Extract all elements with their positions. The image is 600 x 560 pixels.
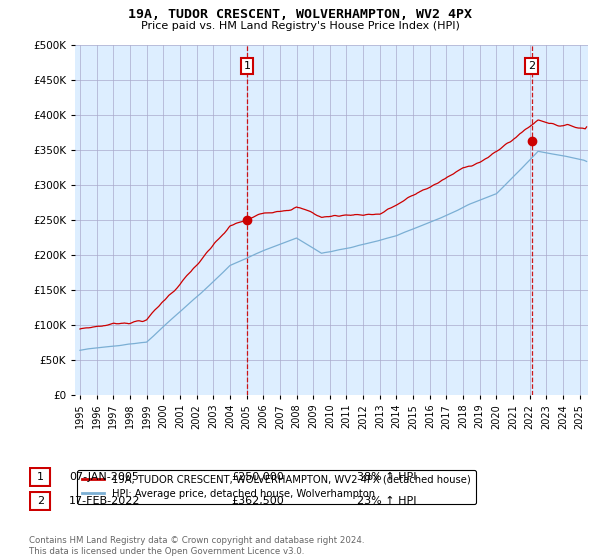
Text: 1: 1 — [37, 472, 44, 482]
Text: 1: 1 — [244, 61, 251, 71]
Text: 07-JAN-2005: 07-JAN-2005 — [69, 472, 139, 482]
FancyBboxPatch shape — [30, 492, 50, 510]
Text: 38% ↑ HPI: 38% ↑ HPI — [357, 472, 416, 482]
Text: 2: 2 — [528, 61, 535, 71]
Text: £362,500: £362,500 — [231, 496, 284, 506]
Text: 19A, TUDOR CRESCENT, WOLVERHAMPTON, WV2 4PX: 19A, TUDOR CRESCENT, WOLVERHAMPTON, WV2 … — [128, 8, 472, 21]
Text: Contains HM Land Registry data © Crown copyright and database right 2024.
This d: Contains HM Land Registry data © Crown c… — [29, 536, 364, 556]
FancyBboxPatch shape — [30, 468, 50, 486]
Text: Price paid vs. HM Land Registry's House Price Index (HPI): Price paid vs. HM Land Registry's House … — [140, 21, 460, 31]
Legend: 19A, TUDOR CRESCENT, WOLVERHAMPTON, WV2 4PX (detached house), HPI: Average price: 19A, TUDOR CRESCENT, WOLVERHAMPTON, WV2 … — [77, 470, 476, 504]
Text: £250,000: £250,000 — [231, 472, 284, 482]
Text: 2: 2 — [37, 496, 44, 506]
Text: 23% ↑ HPI: 23% ↑ HPI — [357, 496, 416, 506]
Text: 17-FEB-2022: 17-FEB-2022 — [69, 496, 140, 506]
